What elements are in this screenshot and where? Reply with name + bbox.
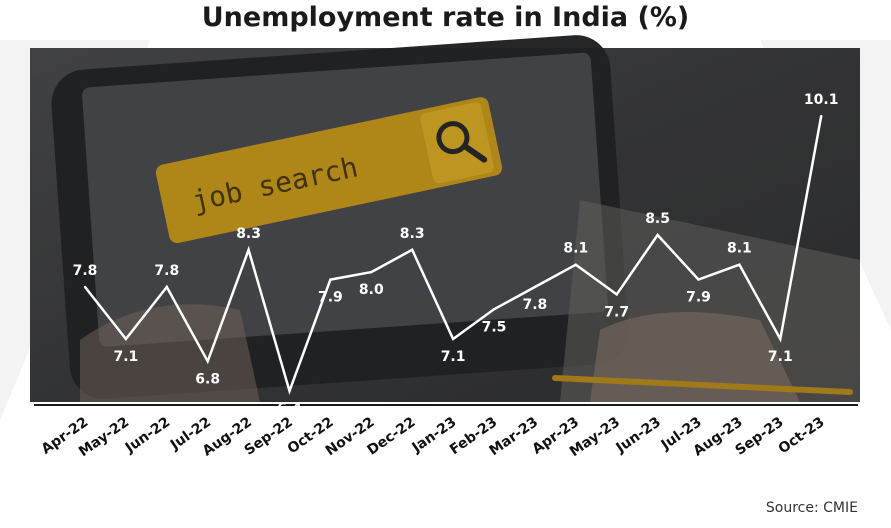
- data-point: [697, 278, 700, 281]
- data-point: [83, 285, 87, 289]
- data-label: 7.1: [441, 349, 466, 365]
- data-label: 6.4: [277, 401, 302, 417]
- data-label: 7.9: [686, 290, 711, 306]
- data-point: [574, 263, 577, 266]
- x-tick-label: Jun-22: [122, 414, 173, 457]
- data-point: [656, 233, 659, 237]
- data-label: 6.8: [195, 371, 220, 387]
- data-label: 10.1: [804, 92, 839, 108]
- data-label: 8.3: [400, 226, 425, 242]
- data-label: 7.1: [768, 349, 793, 365]
- data-label: 7.8: [154, 263, 179, 279]
- data-label: 7.7: [604, 304, 629, 320]
- data-label: 7.1: [113, 349, 138, 365]
- data-label: 8.0: [359, 282, 384, 298]
- data-point: [329, 278, 332, 281]
- data-point: [738, 263, 741, 266]
- line-chart: job search 7.87.17.86.88.36.47.9 8.08.37.…: [30, 35, 860, 460]
- data-point: [124, 337, 128, 341]
- data-label-layer: 7.8 7.1 7.8 6.8 8.3 6.4 7.9 8.0 8.3 7.1 7.5 7.8 8.1 7…: [73, 92, 839, 417]
- data-point: [247, 248, 250, 252]
- data-label: 8.5: [645, 211, 670, 227]
- data-label: 8.3: [236, 226, 261, 242]
- data-point: [411, 248, 414, 252]
- chart-title: Unemployment rate in India (%): [201, 2, 690, 33]
- data-point: [779, 337, 782, 341]
- data-point: [615, 293, 618, 296]
- data-point: [451, 337, 455, 341]
- data-point: [820, 114, 823, 118]
- x-tick-label: Oct-23: [776, 414, 828, 457]
- background-photo: job search: [30, 35, 860, 402]
- data-label: 7.8: [73, 263, 98, 279]
- data-point: [206, 360, 209, 363]
- data-label: 7.5: [482, 319, 507, 335]
- series-layer: [83, 114, 823, 396]
- data-label: 7.8: [522, 297, 547, 313]
- data-point: [165, 285, 168, 289]
- x-tick-layer: Apr-22May-22Jun-22Jul-22Aug-22Sep-22Oct-…: [39, 414, 828, 460]
- data-point: [288, 389, 291, 393]
- data-label: 8.1: [563, 241, 588, 257]
- x-tick-label: Jun-23: [613, 414, 664, 457]
- data-point: [492, 308, 496, 311]
- data-label: 7.9: [318, 290, 343, 306]
- data-point: [533, 285, 537, 289]
- source-note: Source: CMIE: [765, 500, 858, 516]
- data-point: [370, 270, 373, 274]
- search-bar: job search: [155, 97, 503, 244]
- data-label: 8.1: [727, 241, 752, 257]
